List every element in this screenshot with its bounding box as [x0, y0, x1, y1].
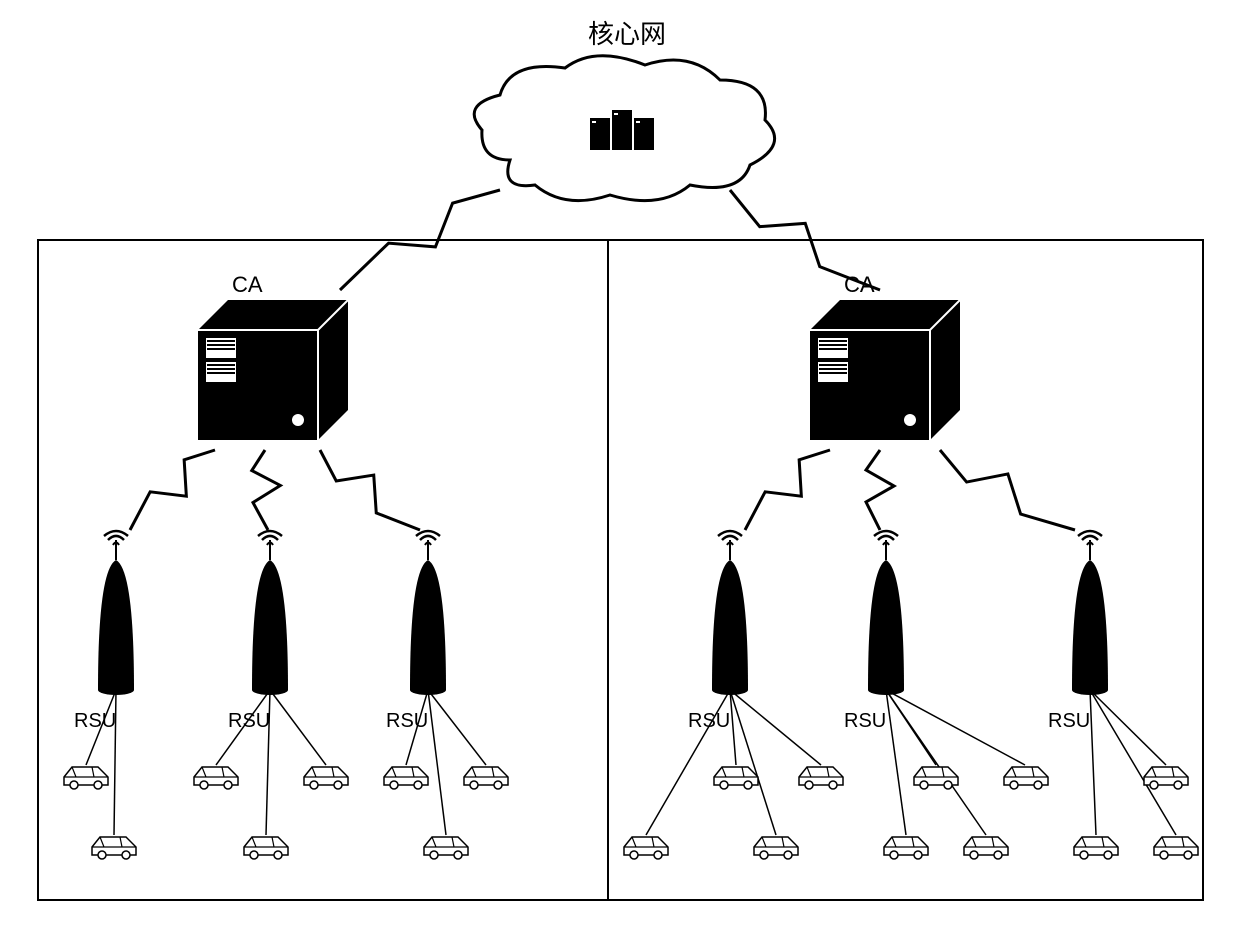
rsu-node-3 [712, 531, 748, 695]
car-node-0 [64, 767, 108, 789]
rsu-label: RSU [386, 710, 428, 733]
car-node-5 [384, 767, 428, 789]
diagram-canvas: 核心网 CA CA RSU RSU RSU RSU RSU RSU [10, 10, 1230, 916]
car-node-17 [1074, 837, 1118, 859]
car-node-7 [424, 837, 468, 859]
car-node-10 [799, 767, 843, 789]
rsu-label: RSU [688, 710, 730, 733]
car-nodes [64, 767, 1198, 859]
core-network-cloud [474, 56, 774, 201]
ca-nodes [198, 300, 960, 440]
car-node-15 [964, 837, 1008, 859]
rsu-label: RSU [228, 710, 270, 733]
ca-node-1 [810, 300, 960, 440]
rsu-nodes [98, 531, 1108, 695]
rsu-node-0 [98, 531, 134, 695]
car-node-8 [624, 837, 668, 859]
rsu-node-4 [868, 531, 904, 695]
rsu-label: RSU [1048, 710, 1090, 733]
ca-label: CA [844, 272, 875, 298]
ca-node-0 [198, 300, 348, 440]
car-node-16 [1144, 767, 1188, 789]
car-node-4 [244, 837, 288, 859]
car-node-9 [714, 767, 758, 789]
rsu-label: RSU [844, 710, 886, 733]
title-label: 核心网 [588, 14, 666, 51]
car-node-3 [304, 767, 348, 789]
car-node-13 [1004, 767, 1048, 789]
car-node-1 [92, 837, 136, 859]
rsu-node-1 [252, 531, 288, 695]
car-node-11 [754, 837, 798, 859]
ca-label: CA [232, 272, 263, 298]
car-node-6 [464, 767, 508, 789]
car-node-14 [884, 837, 928, 859]
car-node-2 [194, 767, 238, 789]
car-node-18 [1154, 837, 1198, 859]
car-node-12 [914, 767, 958, 789]
rsu-node-2 [410, 531, 446, 695]
rsu-node-5 [1072, 531, 1108, 695]
rsu-label: RSU [74, 710, 116, 733]
